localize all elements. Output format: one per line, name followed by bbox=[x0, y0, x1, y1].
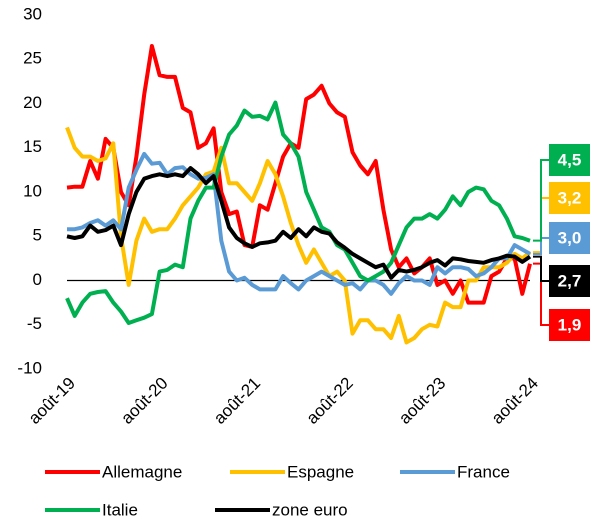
legend-label: Italie bbox=[102, 500, 138, 519]
y-tick-label: 30 bbox=[23, 4, 42, 23]
label-leader bbox=[533, 159, 549, 242]
series-line bbox=[66, 44, 532, 305]
y-tick-label: 5 bbox=[33, 226, 42, 245]
series-line bbox=[65, 100, 531, 325]
value-label: 4,5 bbox=[558, 150, 582, 169]
x-tick-label: août-24 bbox=[488, 374, 542, 428]
y-tick-label: -5 bbox=[27, 314, 42, 333]
label-box bbox=[549, 222, 590, 254]
legend-label: France bbox=[457, 462, 510, 481]
y-tick-label: 15 bbox=[23, 137, 42, 156]
legend-label: Espagne bbox=[287, 462, 354, 481]
value-label: 2,7 bbox=[558, 271, 582, 290]
label-box bbox=[549, 309, 590, 341]
y-tick-label: 0 bbox=[33, 270, 42, 289]
value-label: 1,9 bbox=[558, 315, 582, 334]
x-tick-label: août-23 bbox=[395, 374, 449, 428]
x-tick-label: août-19 bbox=[25, 374, 79, 428]
x-tick-label: août-20 bbox=[117, 374, 171, 428]
value-label: 3,0 bbox=[558, 228, 582, 247]
legend-label: Allemagne bbox=[102, 462, 182, 481]
label-box bbox=[549, 265, 590, 297]
value-label: 3,2 bbox=[558, 188, 582, 207]
legend-label: zone euro bbox=[272, 500, 348, 519]
series-line bbox=[66, 166, 532, 280]
label-leader bbox=[533, 237, 549, 255]
label-leader bbox=[533, 255, 549, 282]
y-tick-label: 25 bbox=[23, 49, 42, 68]
y-tick-label: 10 bbox=[23, 181, 42, 200]
y-tick-label: 20 bbox=[23, 93, 42, 112]
label-leader bbox=[533, 262, 549, 326]
series-line bbox=[65, 126, 532, 345]
label-box bbox=[549, 182, 590, 214]
x-tick-label: août-22 bbox=[303, 374, 357, 428]
series-line bbox=[67, 151, 531, 296]
y-tick-label: -10 bbox=[17, 358, 42, 377]
label-box bbox=[549, 144, 590, 176]
x-tick-label: août-21 bbox=[210, 374, 264, 428]
